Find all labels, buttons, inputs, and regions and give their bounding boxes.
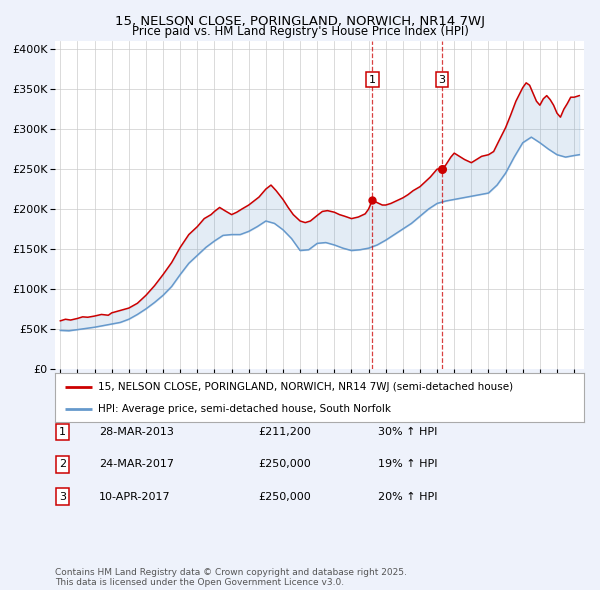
Text: Price paid vs. HM Land Registry's House Price Index (HPI): Price paid vs. HM Land Registry's House …: [131, 25, 469, 38]
Text: 30% ↑ HPI: 30% ↑ HPI: [378, 427, 437, 437]
Text: 2: 2: [59, 460, 66, 469]
Text: 1: 1: [59, 427, 66, 437]
Text: £211,200: £211,200: [258, 427, 311, 437]
Text: 20% ↑ HPI: 20% ↑ HPI: [378, 492, 437, 502]
Text: 3: 3: [439, 75, 445, 84]
Text: HPI: Average price, semi-detached house, South Norfolk: HPI: Average price, semi-detached house,…: [98, 404, 391, 414]
Text: 3: 3: [59, 492, 66, 502]
Text: 1: 1: [369, 75, 376, 84]
Text: £250,000: £250,000: [258, 460, 311, 469]
Text: 10-APR-2017: 10-APR-2017: [99, 492, 170, 502]
Text: 19% ↑ HPI: 19% ↑ HPI: [378, 460, 437, 469]
Text: 24-MAR-2017: 24-MAR-2017: [99, 460, 174, 469]
Text: £250,000: £250,000: [258, 492, 311, 502]
Text: 28-MAR-2013: 28-MAR-2013: [99, 427, 174, 437]
Text: Contains HM Land Registry data © Crown copyright and database right 2025.
This d: Contains HM Land Registry data © Crown c…: [55, 568, 407, 587]
Text: 15, NELSON CLOSE, PORINGLAND, NORWICH, NR14 7WJ: 15, NELSON CLOSE, PORINGLAND, NORWICH, N…: [115, 15, 485, 28]
Text: 15, NELSON CLOSE, PORINGLAND, NORWICH, NR14 7WJ (semi-detached house): 15, NELSON CLOSE, PORINGLAND, NORWICH, N…: [98, 382, 512, 392]
